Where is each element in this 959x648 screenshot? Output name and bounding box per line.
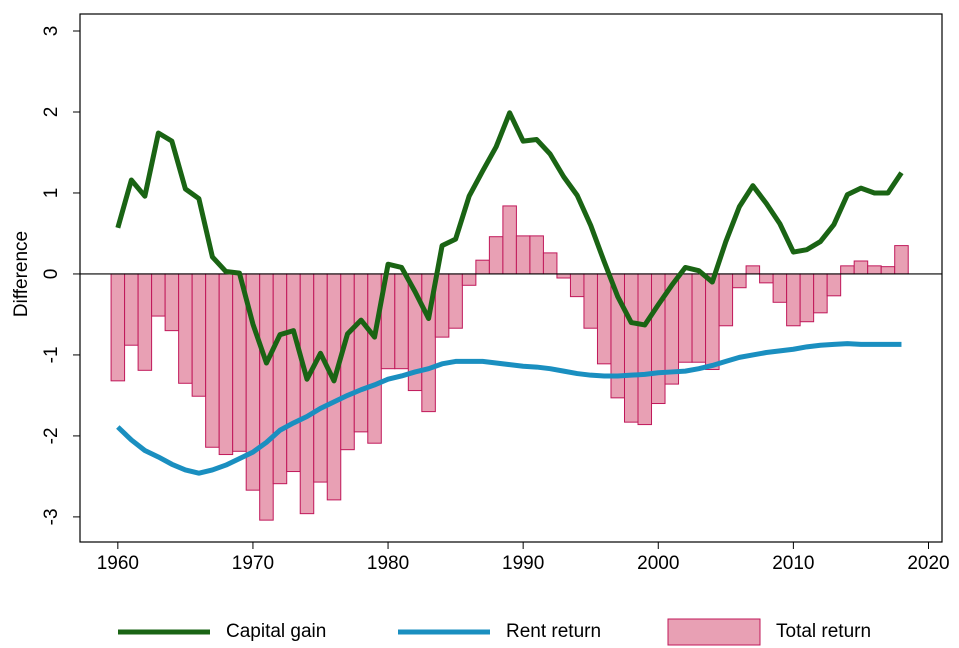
x-tick-label: 1970 xyxy=(232,553,274,574)
bar xyxy=(596,273,612,365)
bar xyxy=(259,273,274,521)
y-tick-label: -2 xyxy=(41,427,62,444)
bar xyxy=(448,273,463,329)
x-tick-label: 2000 xyxy=(637,553,679,574)
bar xyxy=(353,273,369,433)
bar xyxy=(813,273,828,314)
legend-label: Total return xyxy=(776,621,871,642)
bar xyxy=(340,273,355,451)
bar xyxy=(164,273,180,332)
bar xyxy=(583,273,598,329)
legend-label: Capital gain xyxy=(226,621,326,642)
bar xyxy=(326,273,342,501)
bar xyxy=(637,273,653,426)
bar xyxy=(623,273,639,423)
bar xyxy=(853,260,869,275)
bar xyxy=(151,273,166,317)
bar xyxy=(894,245,909,275)
y-tick-label: -1 xyxy=(41,346,62,363)
x-tick-label: 2020 xyxy=(907,553,949,574)
x-tick-label: 2010 xyxy=(772,553,814,574)
bar xyxy=(732,273,747,289)
bar xyxy=(556,273,571,279)
y-tick-label: 0 xyxy=(41,269,62,280)
bar xyxy=(826,273,842,297)
bar xyxy=(759,273,774,284)
legend-swatch xyxy=(667,618,761,646)
bar xyxy=(475,259,490,275)
bar xyxy=(502,205,517,275)
bar xyxy=(286,273,301,473)
bar xyxy=(772,273,788,303)
bar xyxy=(705,273,720,371)
bar xyxy=(651,273,666,405)
y-axis-label: Difference xyxy=(11,231,32,317)
bar xyxy=(272,273,288,485)
y-tick-label: 1 xyxy=(41,188,62,199)
bar xyxy=(745,265,761,275)
bar xyxy=(218,273,234,456)
bar xyxy=(110,273,126,382)
bar xyxy=(542,252,558,275)
x-tick-label: 1980 xyxy=(367,553,409,574)
bar xyxy=(569,273,585,298)
x-tick-label: 1960 xyxy=(97,553,139,574)
bar xyxy=(691,273,707,363)
bar xyxy=(515,235,531,275)
bar xyxy=(529,235,544,275)
bar xyxy=(461,273,477,286)
y-tick-label: -3 xyxy=(41,508,62,525)
bar xyxy=(799,273,815,323)
bar xyxy=(313,273,328,483)
bar xyxy=(880,266,896,275)
bar xyxy=(394,273,409,370)
bar xyxy=(678,273,693,363)
bar xyxy=(137,273,153,371)
y-tick-label: 3 xyxy=(41,26,62,37)
legend-label: Rent return xyxy=(506,621,601,642)
bar xyxy=(786,273,801,327)
x-tick-label: 1990 xyxy=(502,553,544,574)
bar xyxy=(488,236,504,275)
bar xyxy=(191,273,207,397)
bar xyxy=(124,273,139,346)
line xyxy=(116,341,902,476)
bar xyxy=(718,273,734,327)
bar xyxy=(178,273,193,384)
line xyxy=(115,110,904,384)
bar xyxy=(299,273,315,515)
bar xyxy=(840,265,855,275)
bar xyxy=(867,265,882,275)
bar xyxy=(205,273,220,448)
plot-frame xyxy=(79,13,943,543)
y-tick-label: 2 xyxy=(41,107,62,118)
